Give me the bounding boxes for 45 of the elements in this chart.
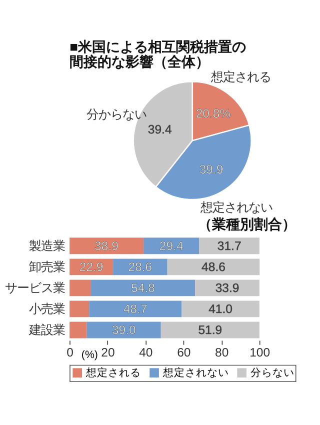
data-label: 33.9 <box>215 281 240 296</box>
x-tick-label: 0 <box>66 345 74 360</box>
data-label: 22.9 <box>79 260 104 274</box>
data-label: 38.9 <box>94 238 119 253</box>
bar <box>89 300 182 318</box>
x-tick-label: 40 <box>139 345 153 360</box>
bar <box>167 258 260 276</box>
data-label: 51.9 <box>198 323 222 338</box>
bar <box>199 238 260 254</box>
x-tick-label: 60 <box>177 345 191 360</box>
legend-label: 分らない <box>250 367 294 380</box>
bar <box>91 280 196 296</box>
chart-title: ■米国による相互関税措置の <box>70 38 246 55</box>
x-tick-label: 100 <box>250 345 270 360</box>
legend-label: 想定されない <box>162 366 229 380</box>
x-tick-label: 80 <box>215 345 229 360</box>
y-tick-label: 製造業 <box>29 238 66 253</box>
data-label: 54.8 <box>131 281 156 296</box>
bar <box>70 322 87 338</box>
data-label: 39.9 <box>199 162 224 176</box>
data-label: 41.0 <box>208 302 233 316</box>
bar <box>160 322 260 338</box>
x-axis-title: (%) <box>81 348 98 361</box>
chart-title: （業種別割合） <box>198 216 296 232</box>
data-label: 28.6 <box>128 260 152 274</box>
data-label: 31.7 <box>217 238 242 253</box>
slice-label: 想定されない <box>200 200 273 215</box>
legend-label: 想定される <box>84 366 141 380</box>
slice-label: 想定される <box>210 70 272 84</box>
bar <box>70 280 92 296</box>
y-tick-label: 建設業 <box>28 323 66 338</box>
y-tick-label: 小売業 <box>29 302 66 316</box>
data-label: 20.8% <box>196 106 231 120</box>
data-label: 39.0 <box>112 323 136 338</box>
bar <box>70 238 144 254</box>
chart-subtitle: 間接的な影響（全体） <box>70 53 210 70</box>
data-label: 48.6 <box>202 260 226 274</box>
slice-label: 分からない <box>86 107 147 122</box>
x-tick-label: 20 <box>101 345 115 360</box>
y-tick-label: 卸売業 <box>29 260 66 274</box>
data-label: 48.7 <box>123 302 148 316</box>
data-label: 39.4 <box>148 122 172 136</box>
data-label: 29.4 <box>159 238 184 253</box>
bar <box>70 300 90 318</box>
y-tick-label: サービス業 <box>5 281 66 296</box>
